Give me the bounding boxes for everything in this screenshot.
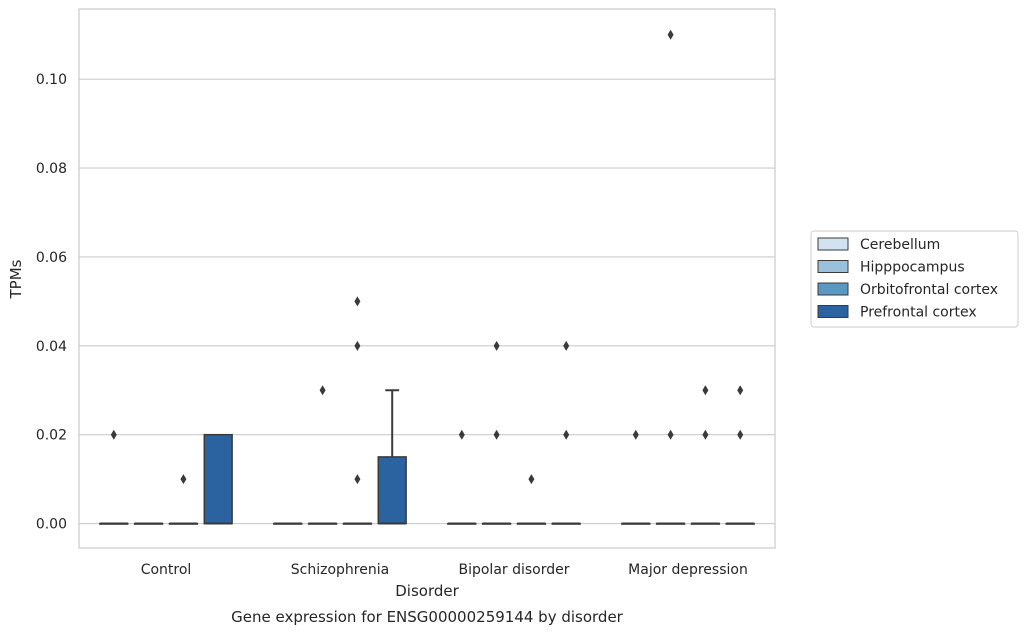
box-hipppocampus xyxy=(481,340,512,525)
legend-swatch xyxy=(817,282,849,296)
legend-item: Hipppocampus xyxy=(817,260,965,276)
y-tick-label: 0.06 xyxy=(36,250,67,266)
outlier-point xyxy=(702,429,709,440)
outlier-point xyxy=(563,340,570,351)
box-orbitofrontal-cortex xyxy=(168,474,199,525)
box-orbitofrontal-cortex xyxy=(342,296,373,525)
plot-area-frame xyxy=(78,8,776,549)
box-cerebellum xyxy=(99,429,129,525)
outlier-point xyxy=(354,340,361,351)
outlier-point xyxy=(319,385,326,396)
legend-label: Prefrontal cortex xyxy=(860,305,977,321)
y-tick-label: 0.02 xyxy=(36,428,67,444)
box-prefrontal-cortex xyxy=(725,385,755,525)
x-tick-label: Major depression xyxy=(628,562,748,578)
y-axis-title: TPMs xyxy=(7,259,25,299)
outlier-point xyxy=(458,429,465,440)
y-tick-label: 0.04 xyxy=(36,339,67,355)
legend-swatch xyxy=(817,237,849,251)
box-iqr xyxy=(203,433,233,525)
outlier-point xyxy=(737,385,744,396)
y-tick-label: 0.08 xyxy=(36,161,67,177)
box-prefrontal-cortex xyxy=(377,389,407,525)
outlier-point xyxy=(493,429,500,440)
box-hipppocampus xyxy=(133,522,164,525)
outlier-point xyxy=(563,429,570,440)
box-hipppocampus xyxy=(307,385,338,525)
legend-label: Hipppocampus xyxy=(860,260,965,276)
legend: Cerebellum Hipppocampus Orbitofrontal cort… xyxy=(810,230,1019,328)
x-tick-labels: Control Schizophrenia Bipolar disorder Majo… xyxy=(141,562,748,578)
outlier-point xyxy=(110,429,117,440)
legend-item: Cerebellum xyxy=(817,237,940,253)
box-cerebellum xyxy=(273,522,303,525)
y-tick-labels: 0.00 0.02 0.04 0.06 0.08 0.10 xyxy=(36,72,67,532)
outlier-point xyxy=(667,29,674,40)
outlier-point xyxy=(528,474,535,485)
box-orbitofrontal-cortex xyxy=(690,385,721,525)
grid-lines xyxy=(79,78,775,525)
x-tick-label: Bipolar disorder xyxy=(458,562,569,578)
legend-items: Cerebellum Hipppocampus Orbitofrontal cort… xyxy=(817,237,998,321)
outlier-point xyxy=(667,429,674,440)
x-tick-label: Schizophrenia xyxy=(291,562,389,578)
legend-frame xyxy=(810,230,1019,328)
x-axis-title: Disorder xyxy=(395,582,459,600)
legend-swatch xyxy=(817,305,849,318)
outlier-point xyxy=(180,474,187,485)
outlier-point xyxy=(354,296,361,307)
box-series xyxy=(99,29,755,525)
box-prefrontal-cortex xyxy=(203,433,233,525)
outlier-point xyxy=(737,429,744,440)
box-iqr xyxy=(377,456,407,525)
outlier-point xyxy=(493,340,500,351)
legend-swatch xyxy=(817,260,849,273)
box-cerebellum xyxy=(447,429,477,525)
y-tick-label: 0.10 xyxy=(36,72,67,88)
box-hipppocampus xyxy=(655,29,686,525)
box-cerebellum xyxy=(621,429,651,525)
outlier-point xyxy=(354,474,361,485)
legend-label: Orbitofrontal cortex xyxy=(860,282,998,298)
chart-title: Gene expression for ENSG00000259144 by d… xyxy=(231,608,624,626)
legend-item: Orbitofrontal cortex xyxy=(817,282,998,298)
legend-label: Cerebellum xyxy=(860,237,940,253)
x-tick-label: Control xyxy=(141,562,192,578)
y-tick-label: 0.00 xyxy=(36,517,67,533)
box-prefrontal-cortex xyxy=(551,340,581,525)
box-orbitofrontal-cortex xyxy=(516,474,547,525)
legend-item: Prefrontal cortex xyxy=(817,305,977,321)
outlier-point xyxy=(702,385,709,396)
outlier-point xyxy=(632,429,639,440)
